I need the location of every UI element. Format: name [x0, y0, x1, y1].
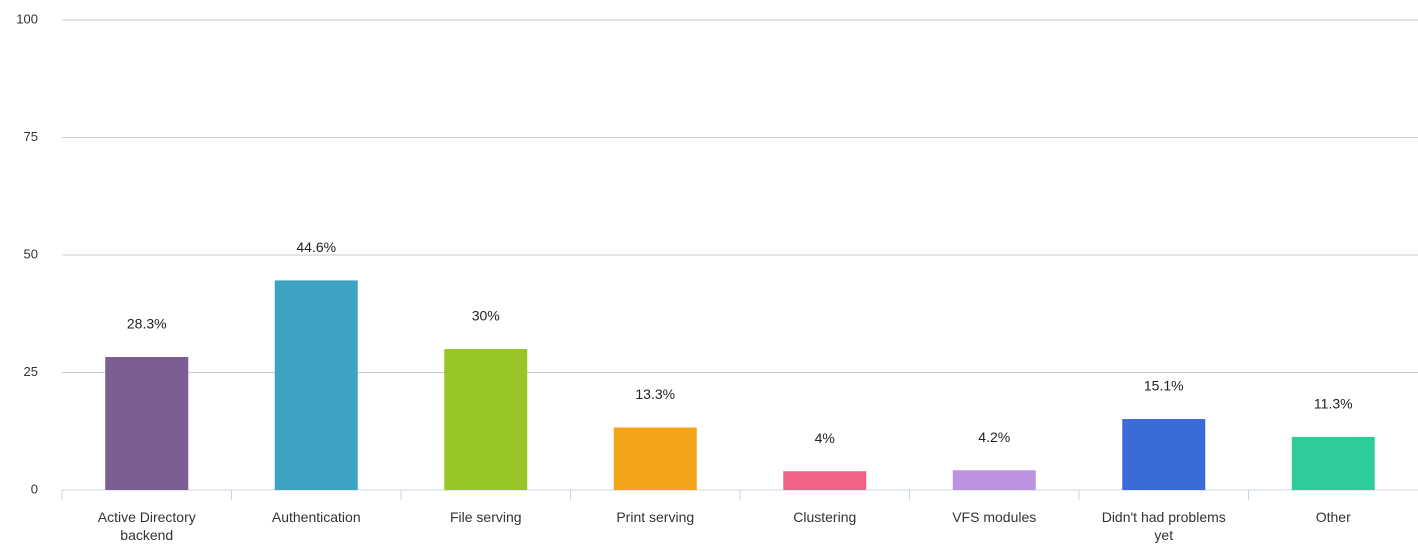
bar: [1122, 419, 1206, 490]
y-tick-label: 100: [16, 11, 38, 26]
bar: [952, 470, 1036, 490]
x-tick-label: Print serving: [616, 509, 695, 525]
data-label: 11.3%: [1314, 396, 1353, 412]
data-label: 4.2%: [978, 429, 1010, 445]
y-tick-label: 50: [24, 246, 38, 261]
data-label: 28.3%: [127, 316, 167, 332]
bar: [783, 471, 867, 490]
data-label: 15.1%: [1144, 378, 1184, 394]
bar: [613, 427, 697, 490]
data-label: 13.3%: [635, 386, 675, 402]
y-tick-label: 25: [24, 364, 38, 379]
x-tick-label: File serving: [449, 509, 522, 525]
x-tick-label: Clustering: [793, 509, 857, 525]
data-label: 4%: [815, 430, 835, 446]
bar: [105, 356, 189, 490]
bar: [1291, 436, 1375, 490]
bar: [444, 349, 528, 490]
data-label: 30%: [472, 308, 500, 324]
y-tick-label: 75: [24, 129, 38, 144]
y-tick-label: 0: [31, 481, 38, 496]
x-tick-label: Authentication: [271, 509, 361, 525]
x-tick-label: VFS modules: [952, 509, 1037, 525]
data-label: 44.6%: [296, 239, 336, 255]
x-tick-label: Didn't had problems yet: [1101, 509, 1226, 543]
bar: [274, 280, 358, 490]
x-tick-label: Active Directory backend: [97, 509, 196, 543]
x-tick-label: Other: [1315, 509, 1351, 525]
